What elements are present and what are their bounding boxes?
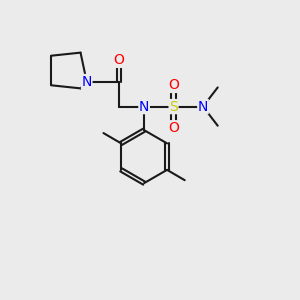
Text: O: O (168, 121, 179, 135)
Text: N: N (198, 100, 208, 114)
Text: O: O (168, 78, 179, 92)
Text: N: N (82, 74, 92, 88)
Text: S: S (169, 100, 178, 114)
Text: O: O (114, 53, 124, 67)
Text: N: N (139, 100, 149, 114)
